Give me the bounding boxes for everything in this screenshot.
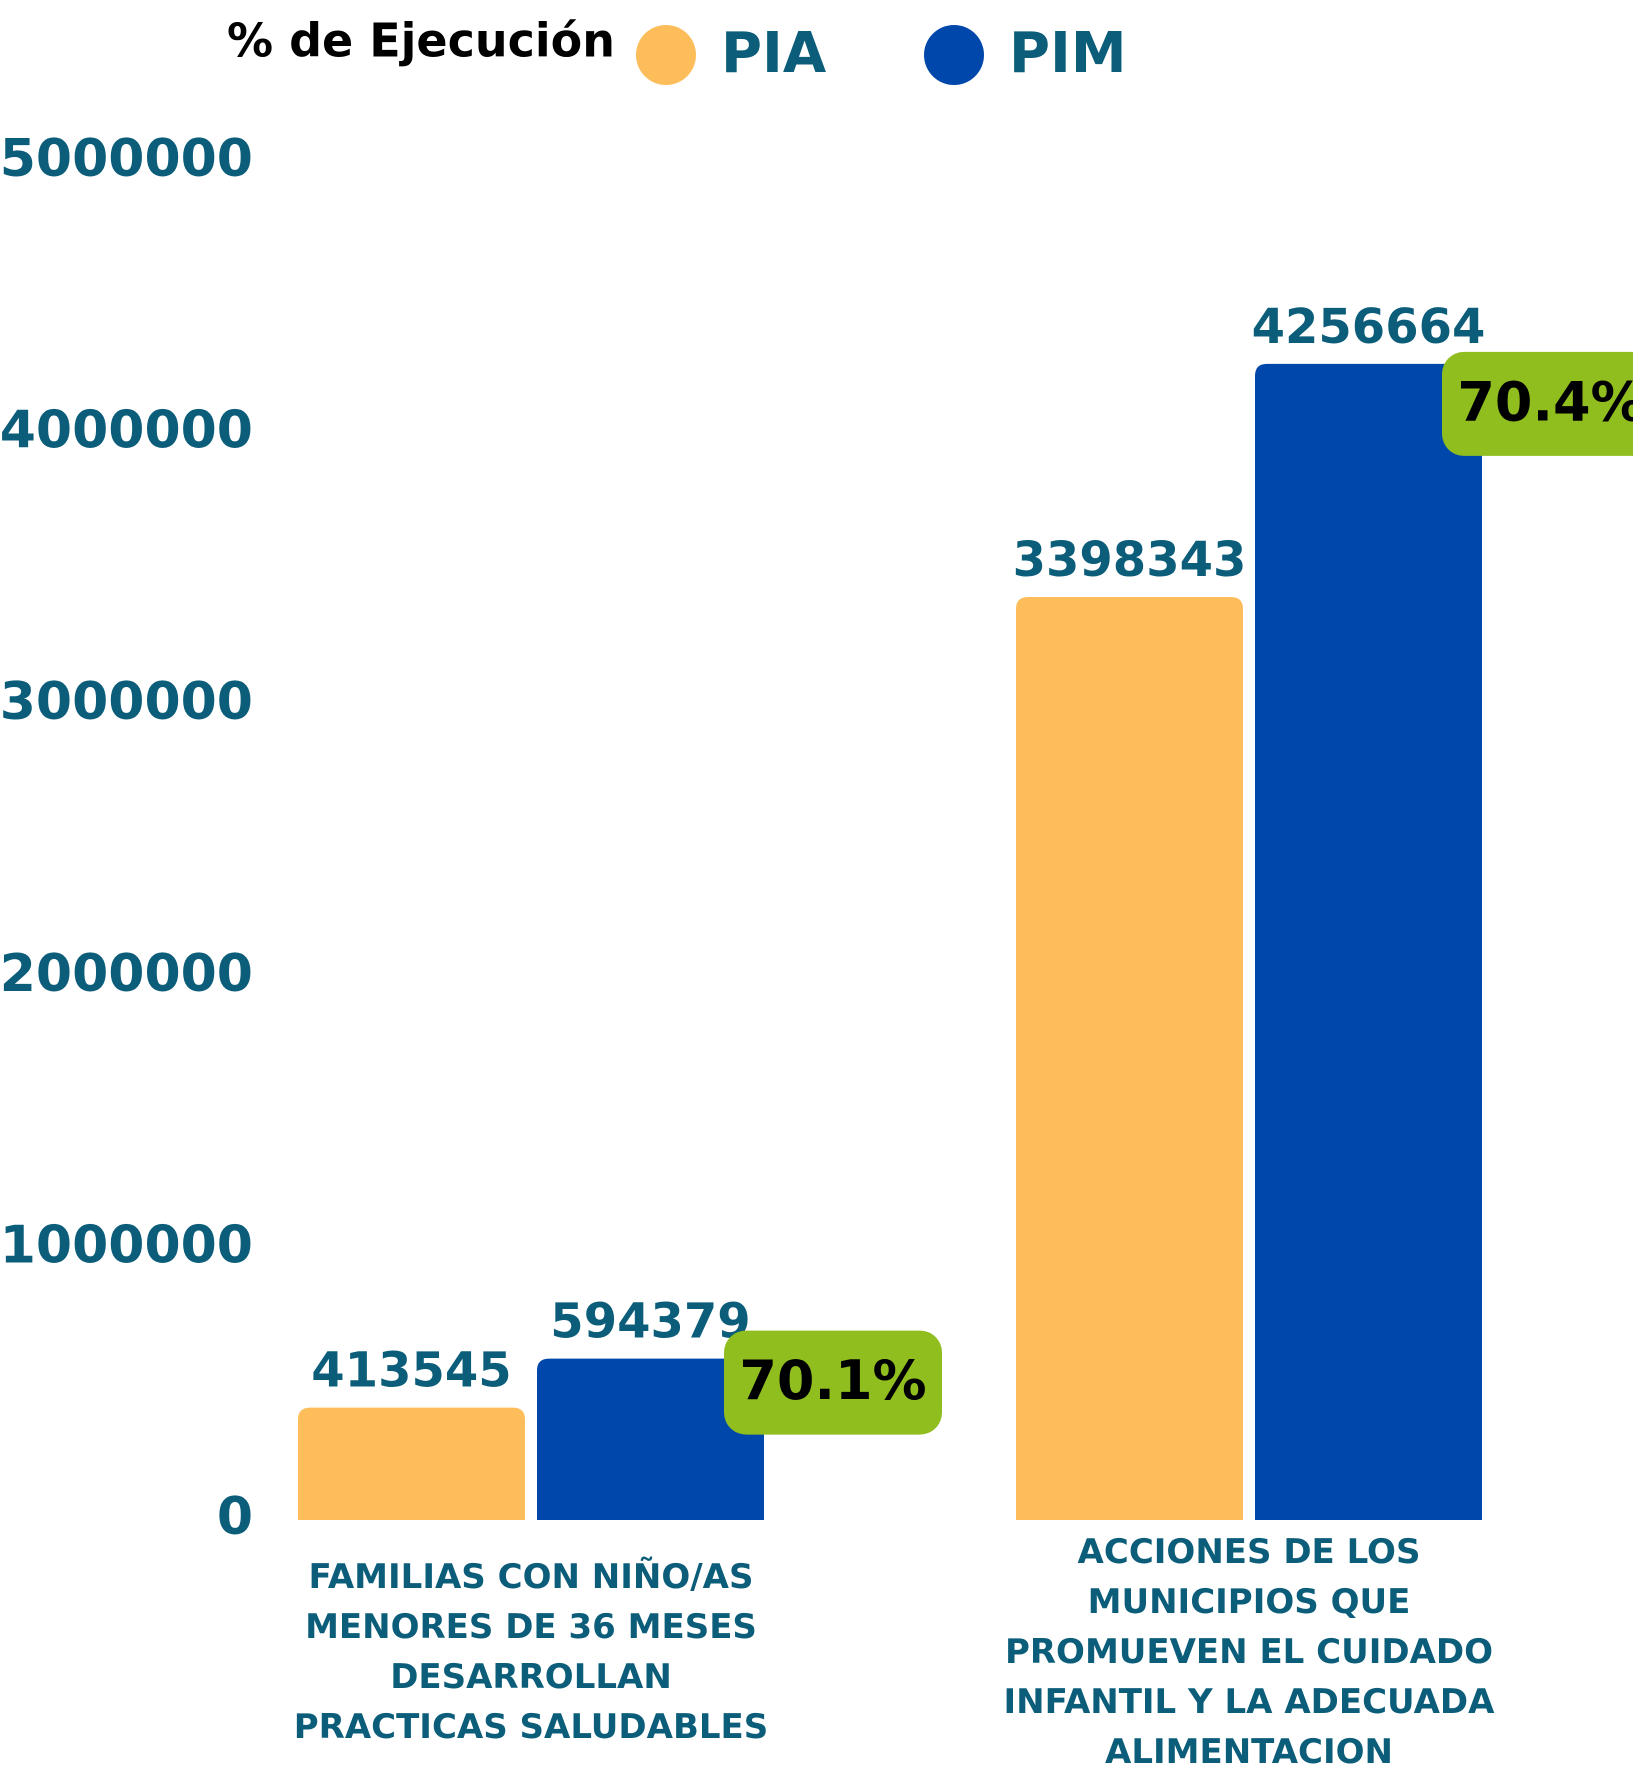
chart-title: % de Ejecución xyxy=(227,14,615,68)
legend-swatch xyxy=(924,25,984,85)
bar xyxy=(1255,363,1482,1521)
annotation: 70.4% xyxy=(1457,371,1633,434)
x-tick-label: FAMILIAS CON NIÑO/AS MENORES DE 36 MESES… xyxy=(293,1557,769,1747)
y-tick-label: 4000000 xyxy=(0,401,253,461)
legend-label: PIA xyxy=(721,21,827,86)
value-label: 4256664 xyxy=(1252,299,1486,355)
bar xyxy=(298,1407,525,1520)
y-tick-label: 1000000 xyxy=(0,1215,253,1275)
value-label: 413545 xyxy=(311,1343,511,1399)
legend-label: PIM xyxy=(1009,21,1127,86)
x-tick-label-box: ACCIONES DE LOS MUNICIPIOS QUE PROMUEVEN… xyxy=(1003,1532,1495,1772)
y-tick-label: 5000000 xyxy=(0,129,253,189)
y-tick-label: 0 xyxy=(217,1487,253,1547)
legend-swatch xyxy=(636,25,696,85)
annotation: 70.1% xyxy=(739,1349,926,1412)
bar xyxy=(1016,597,1243,1520)
value-label: 594379 xyxy=(550,1294,750,1350)
y-tick-label: 2000000 xyxy=(0,944,253,1004)
annotation-badge xyxy=(1442,351,1633,456)
bar xyxy=(537,1358,764,1520)
value-label: 3398343 xyxy=(1013,532,1247,588)
y-tick-label: 3000000 xyxy=(0,672,253,732)
annotation-badge xyxy=(724,1330,942,1435)
x-tick-label-box: FAMILIAS CON NIÑO/AS MENORES DE 36 MESES… xyxy=(293,1557,769,1747)
x-tick-label: ACCIONES DE LOS MUNICIPIOS QUE PROMUEVEN… xyxy=(1003,1532,1495,1772)
